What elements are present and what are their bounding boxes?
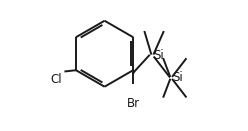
Text: Br: Br [127, 97, 140, 110]
Text: Cl: Cl [50, 73, 62, 86]
Text: Si: Si [172, 71, 183, 84]
Text: Si: Si [154, 49, 164, 62]
